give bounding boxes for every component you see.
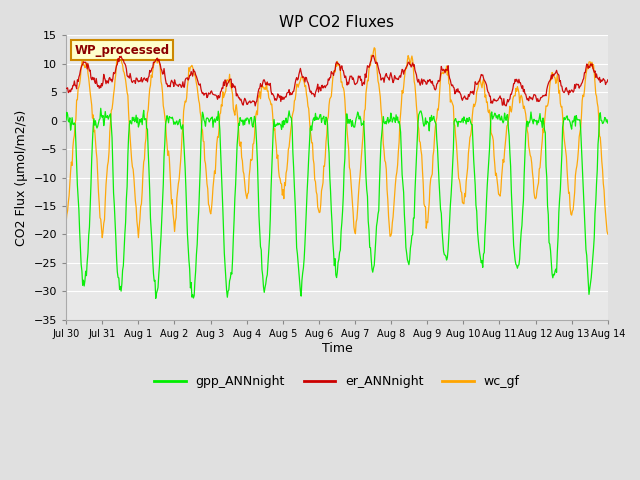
X-axis label: Time: Time (321, 342, 353, 355)
Title: WP CO2 Fluxes: WP CO2 Fluxes (280, 15, 394, 30)
Y-axis label: CO2 Flux (μmol/m2/s): CO2 Flux (μmol/m2/s) (15, 109, 28, 246)
Text: WP_processed: WP_processed (74, 44, 170, 57)
Legend: gpp_ANNnight, er_ANNnight, wc_gf: gpp_ANNnight, er_ANNnight, wc_gf (149, 370, 525, 393)
